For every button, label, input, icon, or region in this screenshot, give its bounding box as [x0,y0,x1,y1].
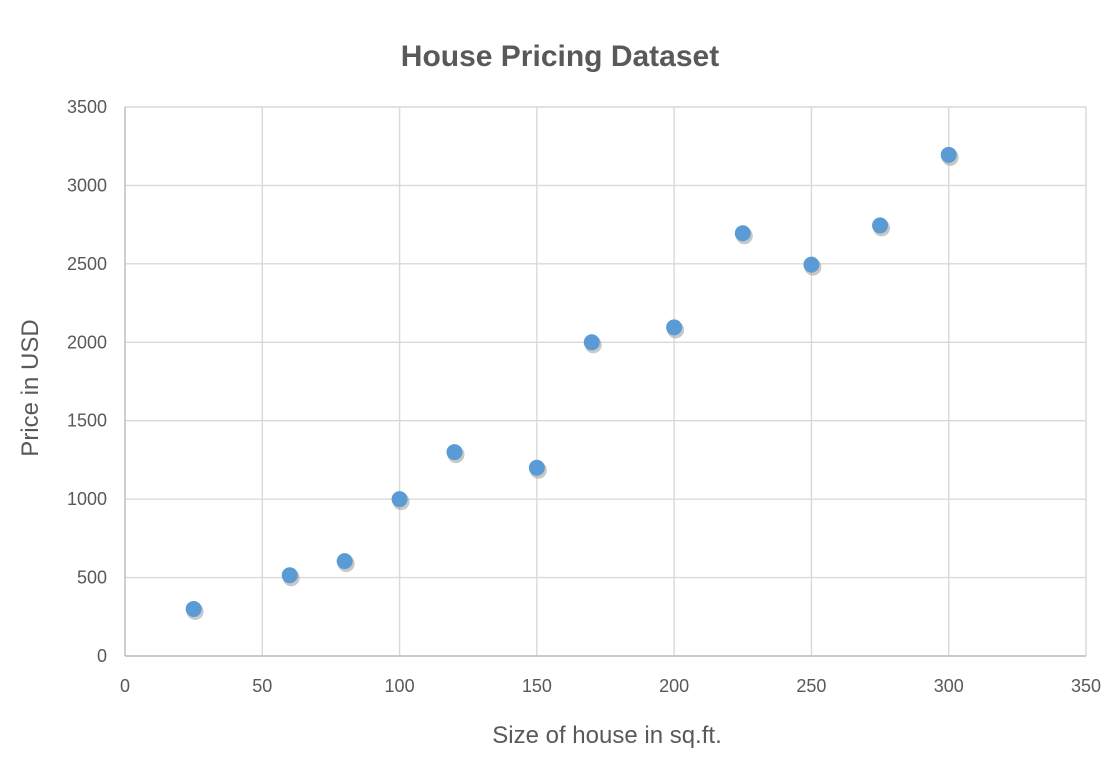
y-tick-label: 3500 [67,97,107,117]
data-point [940,146,957,163]
data-point [446,444,463,461]
data-point [734,225,751,242]
data-point [872,217,889,234]
tick-labels: 0 50 100 150 200 250 300 3500500100015002000250… [67,97,1101,696]
y-tick-label: 500 [77,568,107,588]
data-points [185,146,959,620]
x-tick-label: 100 [385,676,415,696]
y-tick-label: 2000 [67,332,107,352]
y-tick-label: 2500 [67,254,107,274]
x-tick-label: 0 [120,676,130,696]
gridlines [124,106,1087,657]
y-axis-title: Price in USD [17,319,44,456]
data-point [391,491,408,508]
y-tick-label: 3000 [67,175,107,195]
x-tick-label: 50 [252,676,272,696]
data-point [336,553,353,570]
data-point [281,567,298,584]
data-point [666,319,683,336]
data-point [583,334,600,351]
x-tick-label: 250 [796,676,826,696]
chart-title: House Pricing Dataset [401,40,719,73]
x-tick-label: 150 [522,676,552,696]
y-tick-label: 1500 [67,411,107,431]
x-tick-label: 300 [934,676,964,696]
data-point [803,256,820,273]
data-point [528,459,545,476]
x-axis-title: Size of house in sq.ft. [492,722,721,749]
x-tick-label: 350 [1071,676,1101,696]
y-tick-label: 0 [97,646,107,666]
data-point [185,600,202,617]
axes [124,107,1086,657]
x-tick-label: 200 [659,676,689,696]
y-tick-label: 1000 [67,489,107,509]
